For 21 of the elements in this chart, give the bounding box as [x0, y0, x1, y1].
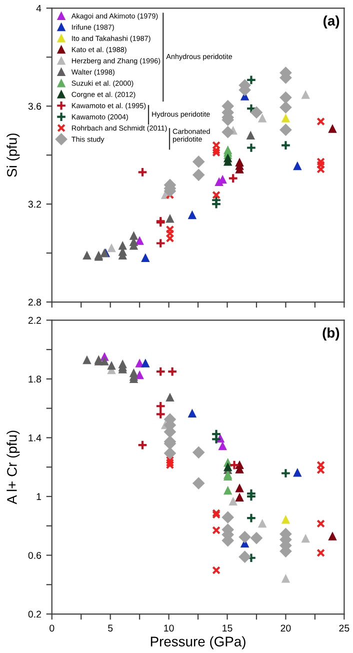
y-tick-label: 3.2: [28, 200, 41, 208]
x-tick-label: 0: [50, 624, 54, 632]
y-tick-label: 1.8: [28, 376, 42, 383]
annotation: (a): [324, 16, 340, 28]
x-tick-label: 20: [280, 624, 291, 632]
y-tick-label: 2.8: [28, 298, 42, 306]
y-tick-label: 0.2: [28, 610, 41, 618]
y-tick-label: 1.4: [28, 434, 42, 442]
y-tick-label: 2.2: [28, 316, 41, 324]
x-axis-title: Pressure (GPa): [150, 636, 246, 650]
x-tick-label: 25: [339, 624, 350, 632]
x-tick-label: 15: [222, 624, 232, 632]
annotation: (b): [322, 328, 340, 340]
y-tick-label: 1: [36, 493, 41, 500]
y-axis-title: Si (pfu): [6, 134, 20, 177]
y-tick-label: 0.6: [28, 552, 42, 559]
y-axis-title: A l+ Cr (pfu): [6, 430, 20, 504]
y-tick-label: 3.6: [28, 102, 42, 110]
x-tick-label: 5: [108, 624, 113, 632]
y-tick-label: 4: [36, 4, 42, 12]
x-tick-label: 10: [164, 624, 174, 632]
